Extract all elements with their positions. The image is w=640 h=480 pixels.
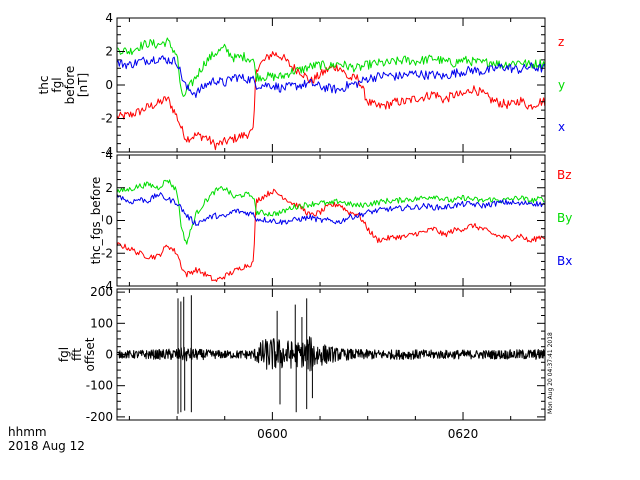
y-tick-label: -100 [86, 379, 113, 393]
y-axis-label: thcfglbefore[nT] [37, 66, 90, 105]
panel-fgs-before: -4 -2 0 2 4 thc_fgs_before [89, 148, 546, 293]
y-tick-label: -2 [101, 246, 113, 260]
y-axis-label: fglfftoffset [57, 337, 97, 371]
series-label-z: z [558, 35, 564, 49]
y-axis-label-line: [nT] [76, 73, 90, 97]
x-tick-label: 0600 [257, 427, 288, 441]
series-bx-trace [116, 192, 546, 226]
y-tick-label: -4 [101, 279, 113, 293]
y-axis-label: thc_fgs_before [89, 177, 103, 265]
y-tick-label: 4 [105, 11, 113, 25]
series-label-x: x [558, 120, 565, 134]
y-tick-label: 0 [105, 348, 113, 362]
y-axis-label-line: thc_fgs_before [89, 177, 103, 265]
footer-date: 2018 Aug 12 [8, 439, 85, 453]
panel-fgl-before: -4 -2 0 2 4 thcfglbefore[nT] [37, 11, 546, 159]
y-tick-label: 0 [105, 214, 113, 228]
series-bz-trace [116, 188, 545, 282]
y-tick-label: 2 [105, 45, 113, 59]
y-axis-label-line: offset [83, 337, 97, 371]
series-offset-trace [116, 336, 545, 372]
series-label-bx: Bx [557, 254, 572, 268]
series-label-by: By [557, 211, 572, 225]
y-tick-label: 0 [105, 78, 113, 92]
footer-time-format: hhmm [8, 425, 47, 439]
y-tick-label: -2 [101, 112, 113, 126]
y-tick-label: -200 [86, 410, 113, 424]
series-by-trace [116, 179, 545, 245]
x-tick-label: 0620 [448, 427, 479, 441]
panel-fft-offset: -200 -100 0 100 200 fglfftoffset [57, 285, 546, 424]
y-axis-label-line: fgl [57, 347, 71, 362]
series-x-trace [116, 55, 545, 98]
panel-frame [116, 17, 546, 153]
y-axis-label-line: fgl [50, 77, 64, 92]
series-label-bz: Bz [557, 168, 572, 182]
series-label-y: y [558, 78, 565, 92]
series-z-trace [116, 51, 546, 151]
y-axis-label-line: fft [70, 348, 84, 361]
y-tick-label: 100 [90, 316, 113, 330]
y-tick-label: 2 [105, 181, 113, 195]
time-axis: 0600 0620 [257, 427, 478, 441]
y-tick-label: 200 [90, 285, 113, 299]
y-axis-label-line: before [63, 66, 77, 105]
y-axis-label-line: thc [37, 76, 51, 95]
plot-timestamp: Mon Aug 20 04:37:41 2018 [547, 332, 554, 414]
y-tick-label: -4 [101, 145, 113, 159]
y-tick-label: 4 [105, 148, 113, 162]
